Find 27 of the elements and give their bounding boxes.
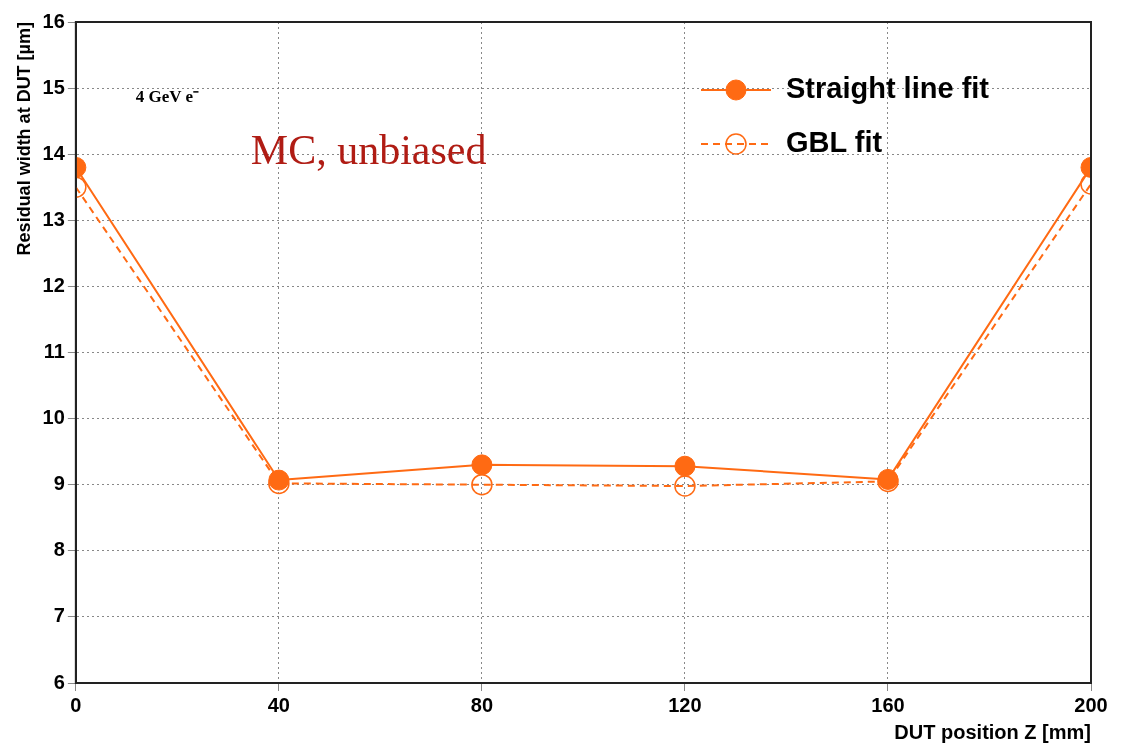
y-tick-label: 9 — [53, 472, 65, 495]
y-tick-label: 6 — [53, 670, 65, 693]
annotation: MC, unbiased — [250, 127, 487, 173]
legend-label: Straight line fit — [786, 72, 990, 104]
annotation: 4 GeV e⁻ — [135, 87, 200, 106]
y-tick-label: 7 — [53, 604, 65, 627]
y-axis-title: Residual width at DUT [µm] — [13, 22, 34, 256]
y-tick-label: 13 — [42, 207, 65, 230]
y-tick-label: 8 — [53, 538, 65, 561]
point — [674, 455, 696, 477]
x-tick-label: 200 — [1074, 693, 1108, 716]
x-tick-label: 160 — [871, 693, 905, 716]
point — [674, 475, 696, 497]
y-tick-label: 14 — [42, 141, 66, 164]
y-tick-label: 16 — [42, 9, 65, 32]
x-axis-title: DUT position Z [mm] — [894, 720, 1091, 743]
y-tick-label: 12 — [42, 273, 65, 296]
x-tick-label: 0 — [70, 693, 82, 716]
x-tick-label: 40 — [267, 693, 290, 716]
y-tick-label: 10 — [42, 406, 65, 429]
y-tick-label: 15 — [42, 75, 65, 98]
x-tick-label: 80 — [470, 693, 494, 716]
point — [471, 454, 493, 476]
point — [471, 473, 493, 496]
x-tick-label: 120 — [668, 693, 702, 716]
legend-label: GBL fit — [786, 126, 883, 158]
y-tick-label: 11 — [43, 340, 65, 363]
